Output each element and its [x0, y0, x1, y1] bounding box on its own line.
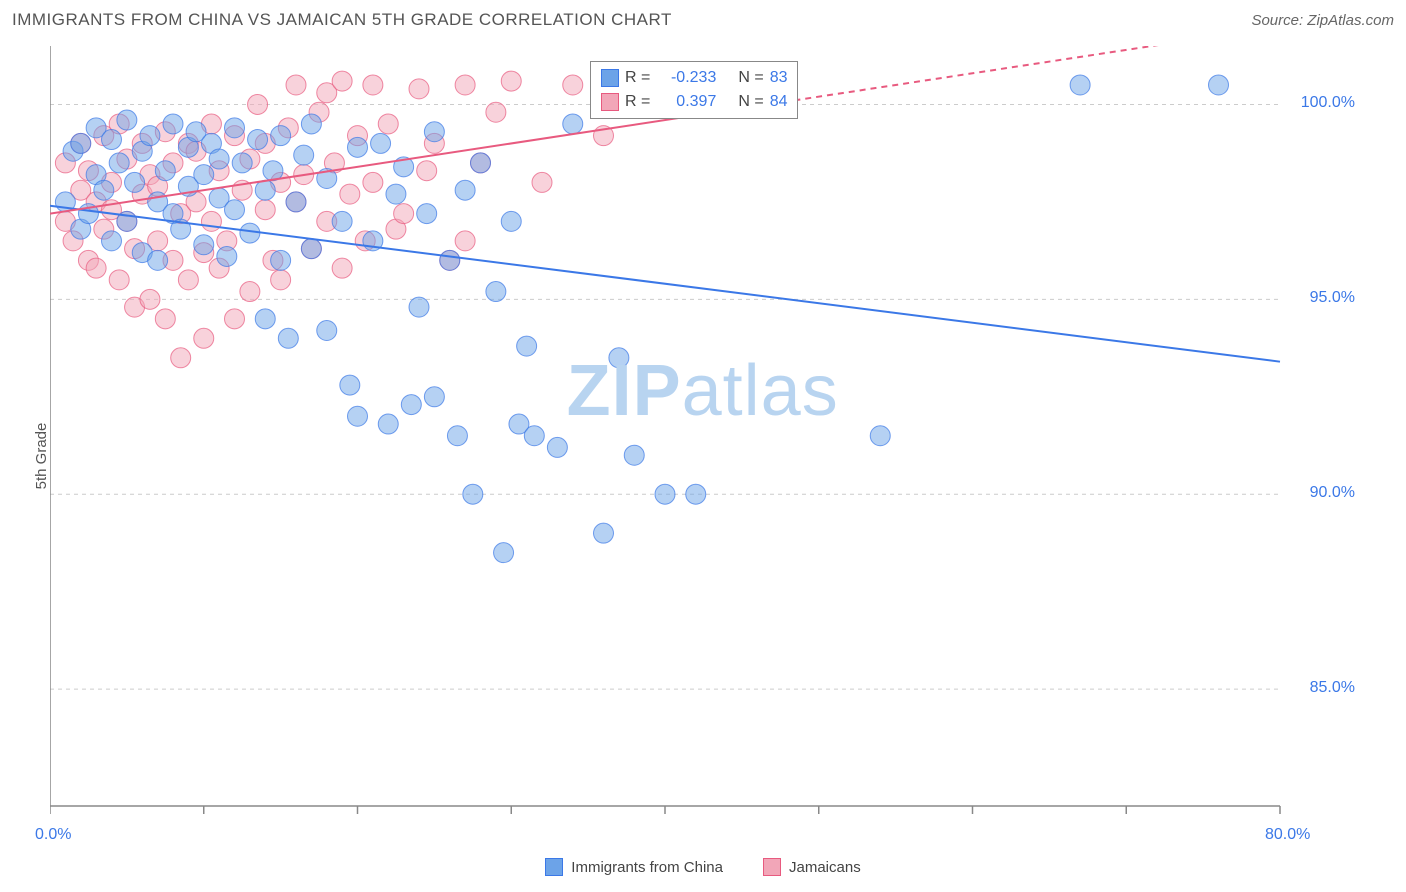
- y-tick-label: 85.0%: [1285, 679, 1355, 697]
- chart-title: IMMIGRANTS FROM CHINA VS JAMAICAN 5TH GR…: [12, 10, 672, 30]
- legend-swatch: [545, 858, 563, 876]
- series-legend: Immigrants from China Jamaicans: [0, 858, 1406, 876]
- legend-swatch: [601, 69, 619, 87]
- legend-row: R =-0.233 N = 83: [601, 66, 787, 90]
- chart-area: 5th Grade ZIPatlas R =-0.233N =83R =0.39…: [0, 36, 1406, 876]
- legend-r-label: R =: [625, 66, 650, 90]
- legend-n-label: N =: [738, 66, 763, 90]
- legend-row: R =0.397 N = 84: [601, 90, 787, 114]
- y-axis-label: 5th Grade: [33, 423, 50, 490]
- legend-item: Immigrants from China: [545, 858, 723, 876]
- chart-header: IMMIGRANTS FROM CHINA VS JAMAICAN 5TH GR…: [0, 0, 1406, 36]
- legend-swatch: [601, 93, 619, 111]
- legend-n-label: N =: [738, 90, 763, 114]
- y-tick-label: 90.0%: [1285, 484, 1355, 502]
- y-tick-label: 95.0%: [1285, 289, 1355, 307]
- x-tick-label: 80.0%: [1265, 826, 1310, 844]
- legend-series-name: Immigrants from China: [571, 859, 723, 876]
- legend-r-value: -0.233: [656, 66, 716, 90]
- legend-r-label: R =: [625, 90, 650, 114]
- legend-item: Jamaicans: [763, 858, 861, 876]
- scatter-plot: [50, 46, 1360, 846]
- x-tick-label: 0.0%: [35, 826, 71, 844]
- legend-r-value: 0.397: [656, 90, 716, 114]
- chart-source: Source: ZipAtlas.com: [1251, 12, 1394, 29]
- legend-n-value: 84: [770, 90, 788, 114]
- y-tick-label: 100.0%: [1285, 94, 1355, 112]
- correlation-legend: R =-0.233 N = 83 R =0.397 N = 84: [590, 61, 798, 119]
- legend-n-value: 83: [770, 66, 788, 90]
- legend-swatch: [763, 858, 781, 876]
- legend-series-name: Jamaicans: [789, 859, 861, 876]
